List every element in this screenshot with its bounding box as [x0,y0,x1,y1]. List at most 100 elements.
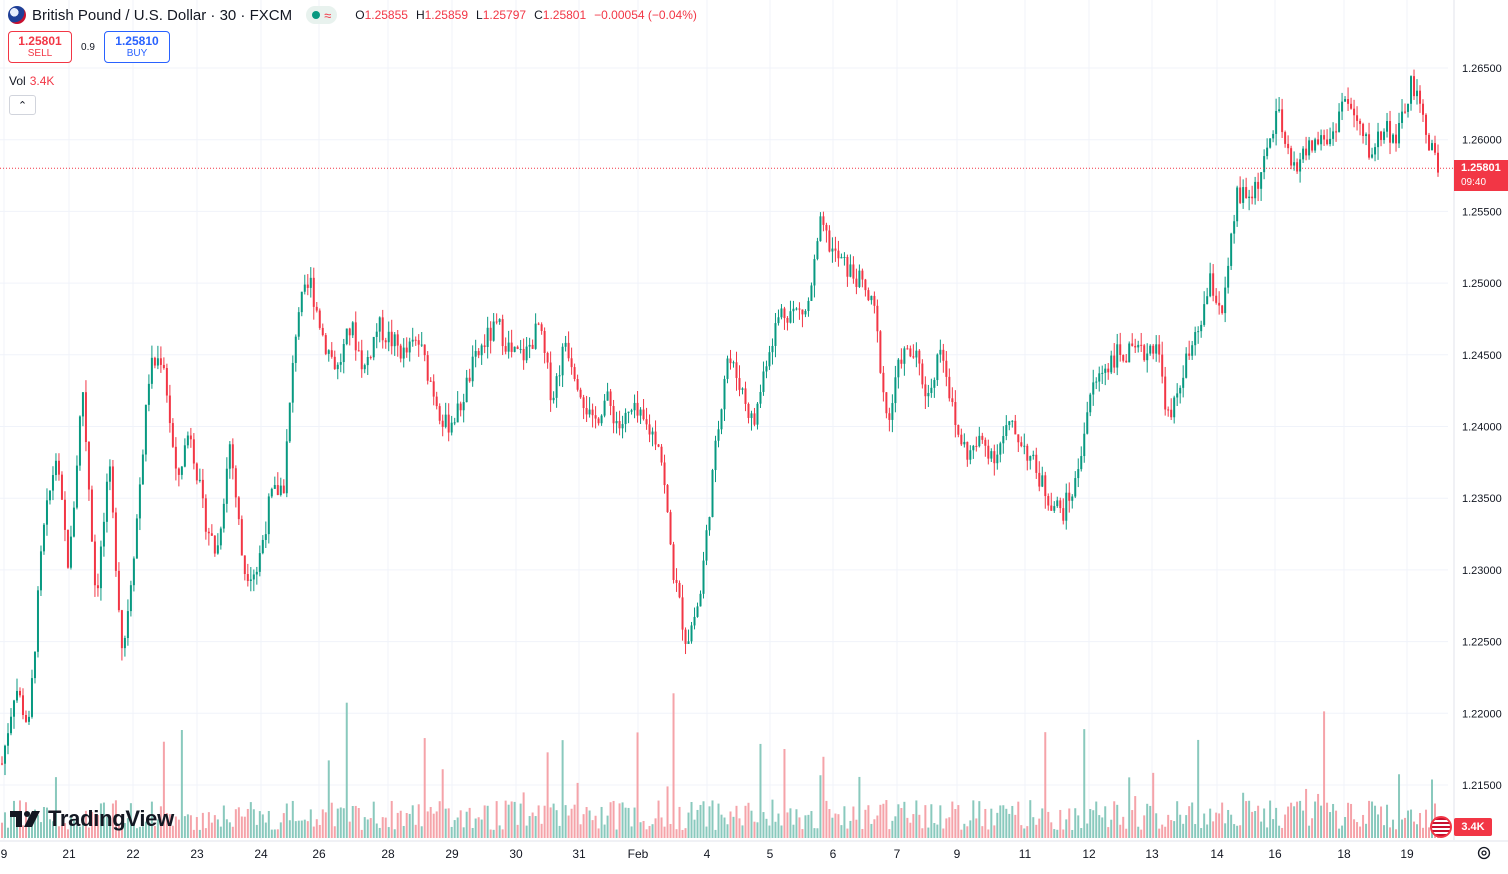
buy-button[interactable]: 1.25810 BUY [104,31,170,63]
candle-body [342,344,345,363]
volume-bar [1095,801,1098,838]
candle-body [132,558,135,586]
candle-body [777,317,780,324]
candle-body [258,553,261,572]
candle-body [1107,368,1110,373]
candle-body [663,462,666,486]
symbol-title[interactable]: British Pound / U.S. Dollar · 30 · FXCM [32,6,293,24]
flag-mini-icon [1430,816,1452,838]
volume-bar [882,803,885,838]
candle-body [1368,134,1371,158]
volume-bar [690,802,693,838]
candle-body [1029,456,1032,461]
candle-body [1380,131,1383,141]
candle-body [579,389,582,398]
candle-body [1044,475,1047,497]
volume-bar [612,800,615,838]
volume-bar [1062,829,1065,838]
volume-bar [858,776,861,838]
candle-body [318,310,321,328]
candle-body [171,423,174,447]
volume-bar [39,822,42,838]
candle-body [1182,377,1185,388]
candle-body [1026,445,1029,461]
volume-bar [1419,813,1422,838]
volume-bar [1371,801,1374,838]
volume-bar [1014,814,1017,838]
settings-icon[interactable] [1476,845,1492,861]
volume-bar [1236,825,1239,838]
volume-bar [438,801,441,838]
candle-body [840,257,843,259]
volume-bar [1347,802,1350,838]
volume-bar [351,806,354,838]
volume-bar [198,829,201,838]
candle-body [1419,90,1422,104]
volume-bar [444,808,447,838]
buy-price: 1.25810 [115,33,159,48]
volume-bar [489,829,492,838]
volume-bar [783,748,786,838]
candle-body [804,310,807,315]
candle-body [321,327,324,336]
volume-bar [810,811,813,838]
candle-body [819,216,822,242]
volume-bar [312,826,315,838]
volume-bar [402,825,405,838]
candle-body [672,544,675,580]
volume-bar [1230,814,1233,838]
volume-bar [336,808,339,838]
volume-bar [1380,806,1383,838]
candle-body [1008,421,1011,426]
volume-bar [876,815,879,838]
volume-bar [300,820,303,838]
candle-body [1011,420,1014,422]
volume-bar [867,805,870,838]
candle-body [1101,372,1104,374]
candle-body [594,415,597,419]
candle-body [492,321,495,341]
candle-body [300,291,303,313]
volume-bar [1029,800,1032,838]
market-status-pill[interactable]: ≈ [306,6,338,24]
volume-bar [822,756,825,838]
volume-bar [69,815,72,838]
volume-bar [1332,803,1335,838]
volume-bar [597,828,600,838]
volume-bar [1344,817,1347,838]
candle-body [1128,343,1131,363]
volume-legend[interactable]: Vol 3.4K [9,74,54,88]
candle-body [69,536,72,568]
volume-bar [546,752,549,838]
volume-bar [798,817,801,838]
candle-body [966,441,969,460]
candle-body [417,340,420,345]
volume-bar [1287,806,1290,838]
volume-bar [255,824,258,838]
volume-bar [294,821,297,838]
volume-bar [1263,808,1266,838]
candle-body [690,625,693,642]
volume-bar [306,821,309,838]
tradingview-logo[interactable]: TradingView [10,806,174,832]
candle-body [933,380,936,388]
volume-bar [843,806,846,838]
candle-body [816,241,819,260]
volume-bar [480,819,483,838]
x-tick-label: 28 [381,847,395,861]
volume-bar [696,809,699,838]
candle-body [1170,409,1173,418]
volume-bar [234,809,237,838]
candle-body [1080,456,1083,470]
volume-bar [144,821,147,838]
candle-body [459,403,462,411]
volume-bar [576,782,579,838]
candle-body [570,358,573,368]
collapse-legend-button[interactable]: ⌃ [9,95,36,115]
volume-bar [678,806,681,838]
candle-body [510,342,513,352]
candle-body [480,345,483,356]
sell-button[interactable]: 1.25801 SELL [8,31,72,63]
volume-bar [1197,739,1200,838]
